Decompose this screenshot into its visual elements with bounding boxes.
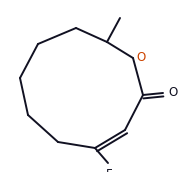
Text: O: O xyxy=(136,51,146,64)
Text: O: O xyxy=(168,87,177,99)
Text: F: F xyxy=(106,168,112,172)
